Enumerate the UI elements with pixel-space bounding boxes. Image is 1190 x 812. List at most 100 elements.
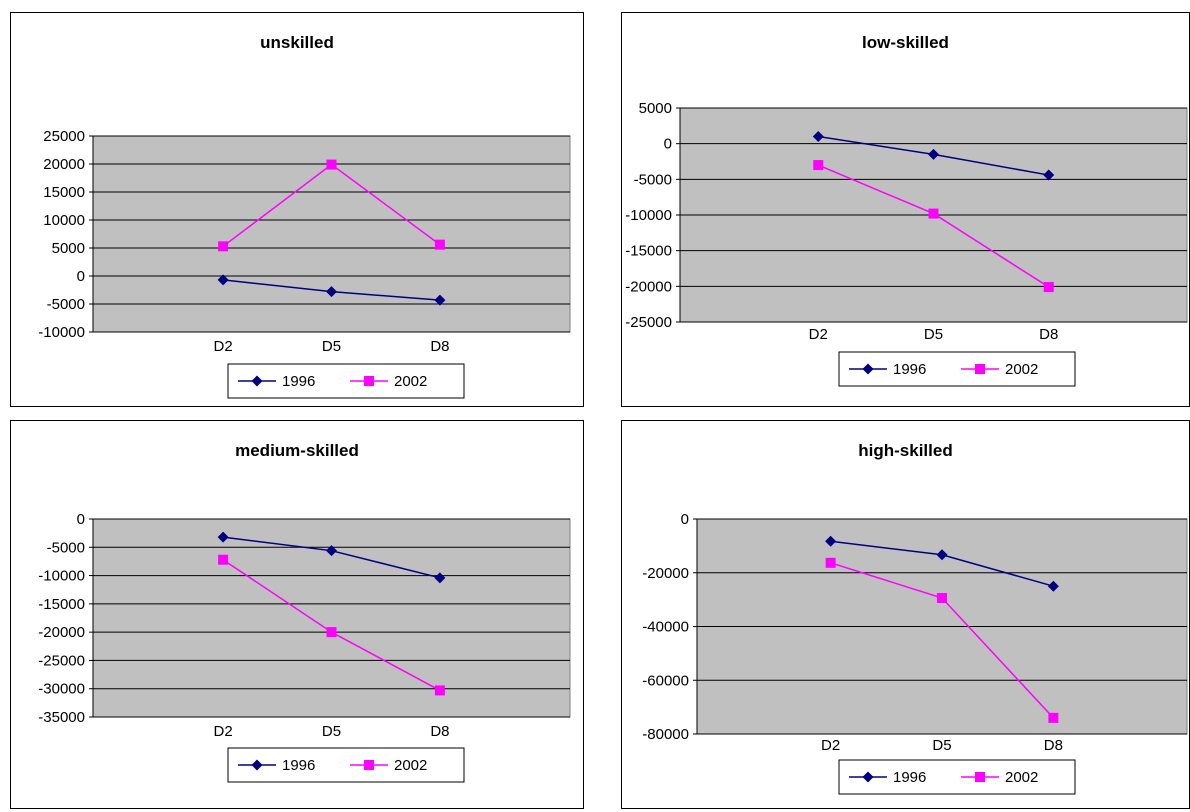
legend-marker: [862, 363, 874, 375]
series-2002: [218, 159, 445, 252]
series-2002: [813, 160, 1054, 293]
data-point: [218, 241, 229, 252]
series-1996: [825, 535, 1059, 592]
y-tick-label: 25000: [43, 128, 85, 145]
legend-marker: [975, 772, 985, 782]
y-tick-label: -40000: [642, 619, 689, 636]
legend-marker: [862, 771, 874, 783]
x-tick-label: D8: [430, 723, 449, 740]
y-tick-label: -20000: [38, 624, 85, 641]
y-tick-label: -25000: [625, 314, 672, 331]
data-point: [218, 554, 229, 565]
data-point: [326, 159, 337, 170]
series-1996: [217, 274, 446, 306]
y-tick-label: -20000: [625, 278, 672, 295]
data-point: [813, 160, 824, 171]
data-point: [326, 545, 337, 557]
y-tick-label: -15000: [625, 243, 672, 260]
y-tick-label: 10000: [43, 212, 85, 229]
series-1996: [217, 531, 446, 584]
data-point: [434, 239, 445, 250]
data-point: [825, 557, 836, 568]
y-tick-label: 20000: [43, 156, 85, 173]
series-1996: [812, 131, 1055, 181]
y-tick-label: 0: [664, 136, 672, 153]
legend-marker: [975, 364, 985, 374]
y-tick-label: -30000: [38, 681, 85, 698]
data-point: [1048, 712, 1059, 723]
y-tick-label: -10000: [38, 568, 85, 585]
legend: 1996 2002: [838, 759, 1076, 795]
data-point: [1043, 169, 1055, 181]
legend: 1996 2002: [838, 351, 1076, 387]
chart-medium-skilled: medium-skilled 0 -5000 -10000 -15000 -20000 -2…: [10, 420, 584, 809]
y-tick-label: -60000: [642, 672, 689, 689]
legend-label: 2002: [1005, 769, 1038, 786]
y-tick-label: -5000: [47, 539, 85, 556]
legend-label: 1996: [893, 361, 926, 378]
data-point: [825, 535, 837, 547]
legend-label: 1996: [282, 373, 315, 390]
chart-unskilled: unskilled 25000 20000 15000 10000 5000 0 -5000 -…: [10, 12, 584, 407]
legend-marker: [251, 759, 263, 771]
y-tick-label: -5000: [634, 171, 672, 188]
chart-title: high-skilled: [858, 441, 952, 460]
legend-label: 1996: [893, 769, 926, 786]
data-point: [326, 627, 337, 638]
x-tick-label: D2: [213, 338, 232, 355]
series-2002: [825, 557, 1059, 723]
y-tick-label: -20000: [642, 565, 689, 582]
y-tick-label: -35000: [38, 709, 85, 726]
chart-high-skilled: high-skilled 0 -20000 -40000 -60000 -80000 D2 D…: [621, 420, 1190, 809]
x-tick-label: D5: [932, 737, 951, 754]
data-point: [434, 294, 446, 306]
chart-title: medium-skilled: [235, 441, 359, 460]
y-tick-label: -5000: [47, 296, 85, 313]
legend-box: [227, 747, 465, 783]
legend-label: 2002: [394, 373, 427, 390]
x-tick-label: D2: [809, 326, 828, 343]
data-point: [936, 549, 948, 561]
legend-label: 2002: [394, 757, 427, 774]
data-point: [217, 274, 229, 286]
y-tick-label: -25000: [38, 652, 85, 669]
y-tick-label: -80000: [642, 726, 689, 743]
chart-svg: high-skilled 0 -20000 -40000 -60000 -80000 D2 D…: [642, 441, 1188, 795]
data-point: [434, 685, 445, 696]
y-tick-label: 0: [681, 511, 689, 528]
data-point: [434, 572, 446, 584]
x-tick-label: D2: [213, 723, 232, 740]
chart-svg: medium-skilled 0 -5000 -10000 -15000 -20000 -2…: [38, 441, 571, 783]
x-tick-label: D8: [1039, 326, 1058, 343]
legend-marker: [364, 376, 374, 386]
y-tick-label: 15000: [43, 184, 85, 201]
legend-label: 2002: [1005, 361, 1038, 378]
data-point: [326, 286, 337, 298]
y-tick-label: 0: [77, 511, 85, 528]
data-point: [1047, 580, 1059, 592]
chart-title: unskilled: [260, 33, 334, 52]
x-tick-label: D5: [322, 338, 341, 355]
chart-low-skilled: low-skilled 5000 0 -5000 -10000 -15000 -20000 -…: [621, 12, 1190, 407]
y-tick-label: 5000: [639, 100, 672, 117]
chart-svg: low-skilled 5000 0 -5000 -10000 -15000 -20000 -…: [625, 33, 1188, 387]
x-tick-label: D8: [430, 338, 449, 355]
legend-label: 1996: [282, 757, 315, 774]
data-point: [928, 148, 939, 160]
y-tick-label: -10000: [38, 324, 85, 341]
x-tick-label: D8: [1044, 737, 1063, 754]
legend-marker: [251, 375, 263, 387]
data-point: [217, 531, 229, 543]
data-point: [928, 208, 939, 219]
legend: 1996 2002: [227, 747, 465, 783]
legend-marker: [364, 760, 374, 770]
data-point: [1043, 282, 1054, 293]
legend: 1996 2002: [227, 363, 465, 399]
y-tick-label: 0: [77, 268, 85, 285]
x-tick-label: D2: [821, 737, 840, 754]
series-2002: [218, 554, 445, 696]
chart-title: low-skilled: [862, 33, 949, 52]
x-tick-label: D5: [924, 326, 943, 343]
chart-svg: unskilled 25000 20000 15000 10000 5000 0 -5000 -…: [38, 33, 571, 399]
y-tick-label: -10000: [625, 207, 672, 224]
